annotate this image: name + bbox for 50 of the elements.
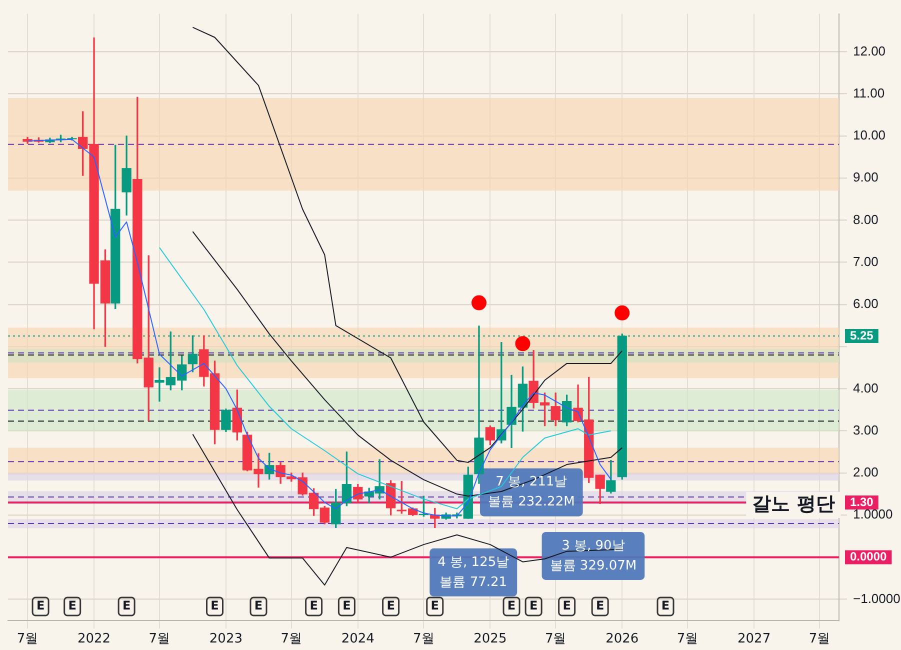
x-tick-label: 7월 [808, 632, 830, 647]
point [614, 305, 630, 320]
candlestick [474, 326, 484, 484]
point [471, 295, 486, 310]
y-tick-label: 11.00 [853, 85, 885, 100]
annotation: E [310, 598, 318, 613]
y-tick-label: 2.00 [853, 464, 878, 480]
y-tick-label: 1.0000 [853, 506, 893, 522]
annotation: E [596, 598, 604, 613]
annotation: E [342, 598, 351, 613]
annotation: 3 봉, 90날 볼륨 329.07M [550, 538, 637, 574]
x-tick-label: 7월 [676, 632, 698, 647]
x-tick-label: 7월 [544, 632, 566, 647]
annotation: E [661, 598, 670, 613]
x-tick-label: 7월 [148, 632, 170, 647]
annotation: E [68, 598, 76, 613]
x-tick-label: 2024 [341, 632, 374, 647]
ref-line-label: 1.30 [850, 494, 874, 509]
x-tick-label: 2022 [77, 632, 111, 647]
x-tick-label: 7월 [280, 632, 302, 647]
annotation: E [430, 598, 439, 613]
y-tick-label: 9.00 [853, 170, 878, 185]
ref-line-label: 0.0000 [850, 550, 888, 564]
y-tick-label: 6.00 [853, 296, 878, 312]
x-tick-label: 2027 [738, 632, 771, 647]
y-tick-label: 8.00 [853, 212, 878, 227]
annotation: E [507, 598, 516, 613]
annotation: E [562, 598, 571, 613]
annotation: E [254, 598, 263, 613]
x-tick-label: 2026 [606, 632, 639, 647]
annotation: 7 봉, 211날 볼륨 232.22M [488, 474, 575, 510]
annotation: 갈노 평단 [752, 492, 835, 515]
x-tick-label: 2023 [209, 632, 243, 647]
annotation: E [210, 598, 219, 613]
ref-line-label: 5.25 [850, 328, 874, 342]
annotation: E [386, 598, 395, 613]
y-tick-label: 10.00 [853, 128, 886, 143]
y-tick-label: 3.00 [853, 422, 878, 438]
x-tick-label: 7월 [16, 632, 38, 647]
annotation: 4 봉, 125날 볼륨 77.21 [438, 554, 510, 590]
point [515, 336, 530, 352]
y-tick-label: −1.0000 [853, 590, 900, 606]
annotation: E [529, 598, 538, 613]
y-tick-label: 12.00 [853, 43, 886, 58]
annotation: E [122, 598, 131, 613]
x-tick-label: 2025 [474, 632, 507, 647]
x-tick-label: 7월 [413, 632, 434, 647]
y-tick-label: 4.00 [853, 380, 878, 396]
annotation: E [36, 598, 45, 613]
y-tick-label: 7.00 [853, 254, 878, 269]
